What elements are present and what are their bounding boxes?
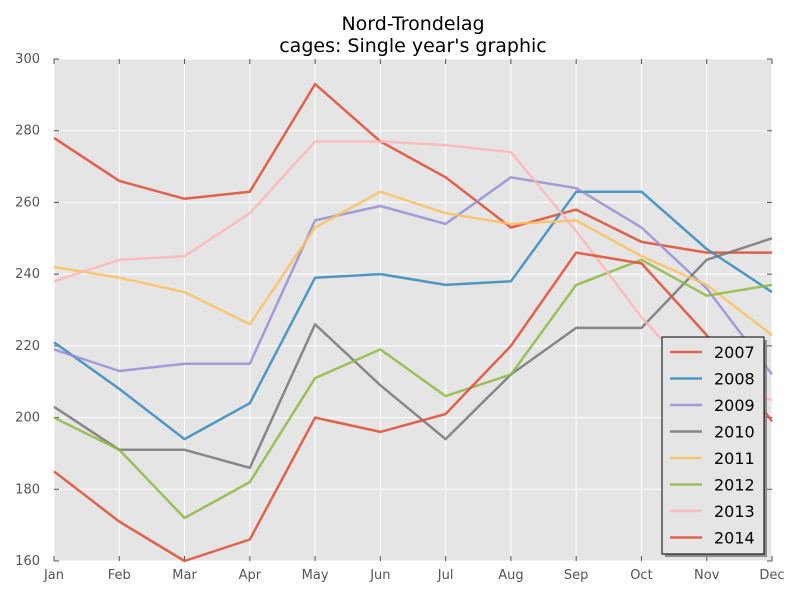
series-line-2008	[53, 190, 773, 441]
x-tick-label: Dec	[759, 568, 784, 583]
y-tick-label: 200	[15, 411, 40, 426]
chart-title: Nord-Trondelag	[341, 13, 484, 35]
x-tick-label: Feb	[108, 568, 131, 583]
legend-label: 2009	[714, 396, 755, 415]
y-tick-label: 260	[15, 195, 40, 210]
legend-label: 2012	[714, 476, 755, 495]
series-line-2013	[53, 140, 773, 401]
y-tick-label: 180	[15, 482, 40, 497]
series-line-2007	[53, 82, 772, 254]
axis-ticks: Jan Feb Mar Apr May Jun Jul Aug Sep Oct Nov Dec 160 1…	[15, 52, 784, 583]
series-line-2012	[53, 258, 773, 520]
legend-label: 2010	[714, 423, 755, 442]
x-tick-label: May	[302, 568, 329, 583]
y-tick-label: 160	[15, 554, 40, 569]
x-tick-label: Mar	[172, 568, 197, 583]
y-tick-label: 280	[15, 124, 40, 139]
legend-label: 2014	[714, 529, 755, 548]
x-tick-label: Jul	[437, 568, 454, 583]
y-tick-label: 220	[15, 339, 40, 354]
series-line-2009	[53, 176, 773, 376]
y-tick-label: 300	[15, 52, 40, 67]
x-tick-label: Aug	[498, 568, 523, 583]
x-tick-label: Jan	[43, 568, 64, 583]
x-tick-label: Apr	[239, 568, 262, 583]
series-line-2014	[53, 251, 773, 563]
series-line-2011	[53, 190, 773, 337]
chart-subtitle: cages: Single year's graphic	[279, 35, 547, 57]
legend-box	[661, 336, 765, 555]
legend: 2007 2008 2009 2010 2011 2012 2013 2014	[661, 336, 767, 557]
x-tick-label: Sep	[564, 568, 589, 583]
y-tick-label: 240	[15, 267, 40, 282]
series-line-2010	[53, 237, 773, 470]
legend-label: 2013	[714, 502, 755, 521]
legend-label: 2007	[714, 343, 755, 362]
x-tick-label: Jun	[369, 568, 390, 583]
legend-label: 2008	[714, 370, 755, 389]
legend-label: 2011	[714, 449, 755, 468]
x-tick-label: Nov	[694, 568, 720, 583]
series-lines	[53, 82, 773, 563]
x-tick-label: Oct	[630, 568, 652, 583]
